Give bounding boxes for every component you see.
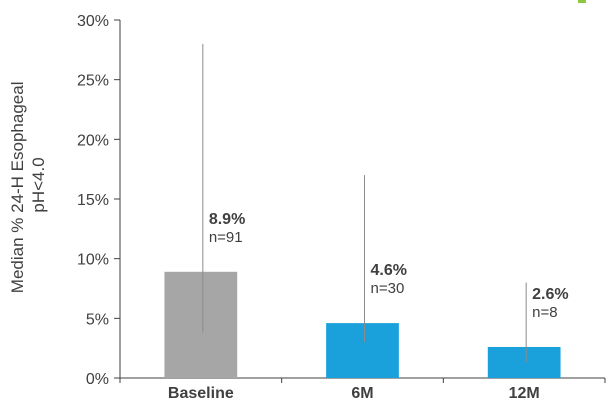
value-label: 8.9% (209, 211, 245, 228)
y-axis-label-line-2: pH<4.0 (29, 157, 48, 212)
y-tick-label: 30% (77, 13, 109, 30)
y-tick-label: 10% (77, 252, 109, 269)
y-axis: 0% 5% 10% 15% 20% 25% 30% (77, 13, 121, 388)
y-axis-label: Median % 24-H Esophageal pH<4.0 (8, 77, 48, 293)
bar-12m (487, 346, 561, 378)
y-tick-label: 0% (86, 371, 109, 388)
title-accent-mark (578, 0, 586, 3)
y-tick-label: 15% (77, 192, 109, 209)
x-tick-label: 6M (351, 385, 373, 401)
y-tick-label: 25% (77, 73, 109, 90)
y-tick-label: 5% (86, 311, 109, 328)
bars-group: 8.9%n=91 Baseline 4.6%n=30 6M 2.6%n=8 12M (164, 43, 569, 401)
x-tick-label: 12M (509, 385, 540, 401)
x-axis (119, 377, 606, 383)
n-label: n=8 (532, 304, 557, 321)
bar-baseline (164, 271, 238, 378)
value-label: 2.6% (532, 286, 568, 303)
x-tick-label: Baseline (168, 385, 234, 401)
bar-6m (326, 323, 399, 378)
value-label: 4.6% (371, 262, 407, 279)
n-label: n=91 (209, 229, 243, 246)
y-tick-label: 20% (77, 132, 109, 149)
y-axis-label-line-1: Median % 24-H Esophageal (8, 82, 27, 294)
n-label: n=30 (371, 280, 405, 297)
